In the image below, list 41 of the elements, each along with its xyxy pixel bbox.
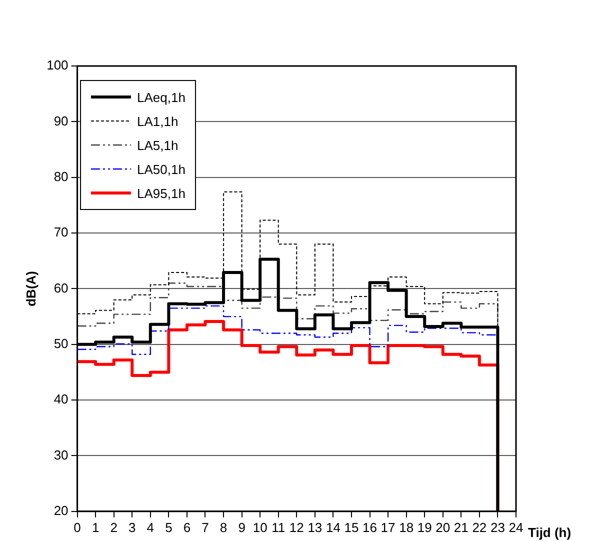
- x-tick-label: 23: [490, 520, 505, 535]
- x-tick-label: 15: [344, 520, 359, 535]
- y-tick-label: 80: [54, 168, 68, 184]
- x-axis-title: Tijd (h): [528, 524, 572, 540]
- y-axis-title: dB(A): [23, 271, 38, 306]
- y-tick-label: 40: [54, 392, 68, 407]
- y-tick-label: 60: [54, 280, 68, 296]
- y-tick-label: 100: [46, 58, 68, 73]
- legend-label: LA50,1h: [137, 162, 186, 176]
- x-tick-label: 13: [308, 520, 322, 535]
- x-tick-label: 6: [183, 520, 191, 535]
- y-tick-label: 70: [54, 224, 68, 240]
- x-tick-label: 1: [92, 520, 100, 535]
- x-tick-label: 19: [417, 520, 432, 535]
- x-tick-label: 4: [146, 520, 154, 535]
- y-tick-label: 90: [54, 113, 68, 128]
- y-tick-label: 20: [54, 502, 68, 518]
- x-tick-label: 3: [128, 520, 136, 535]
- x-tick-label: 24: [508, 520, 524, 535]
- x-tick-label: 8: [220, 520, 228, 535]
- x-tick-label: 21: [454, 520, 468, 535]
- x-tick-label: 2: [110, 520, 118, 535]
- x-tick-label: 10: [252, 520, 268, 535]
- x-tick-label: 16: [362, 520, 377, 535]
- y-tick-label: 50: [54, 336, 68, 351]
- x-tick-label: 14: [326, 520, 340, 535]
- x-tick-label: 20: [436, 520, 450, 535]
- x-tick-label: 12: [289, 520, 304, 535]
- legend-label: LA5,1h: [137, 138, 178, 152]
- legend-label: LAeq,1h: [137, 90, 186, 104]
- legend-label: LA95,1h: [137, 186, 186, 200]
- x-tick-label: 5: [165, 520, 172, 535]
- x-tick-label: 11: [272, 520, 286, 535]
- y-tick-label: 30: [54, 447, 68, 462]
- x-tick-label: 0: [74, 520, 81, 535]
- x-tick-label: 18: [399, 520, 414, 535]
- x-tick-label: 9: [238, 520, 246, 535]
- legend-label: LA1,1h: [137, 114, 178, 128]
- x-tick-label: 7: [202, 520, 209, 535]
- x-tick-label: 22: [472, 520, 487, 535]
- x-tick-label: 17: [380, 520, 396, 535]
